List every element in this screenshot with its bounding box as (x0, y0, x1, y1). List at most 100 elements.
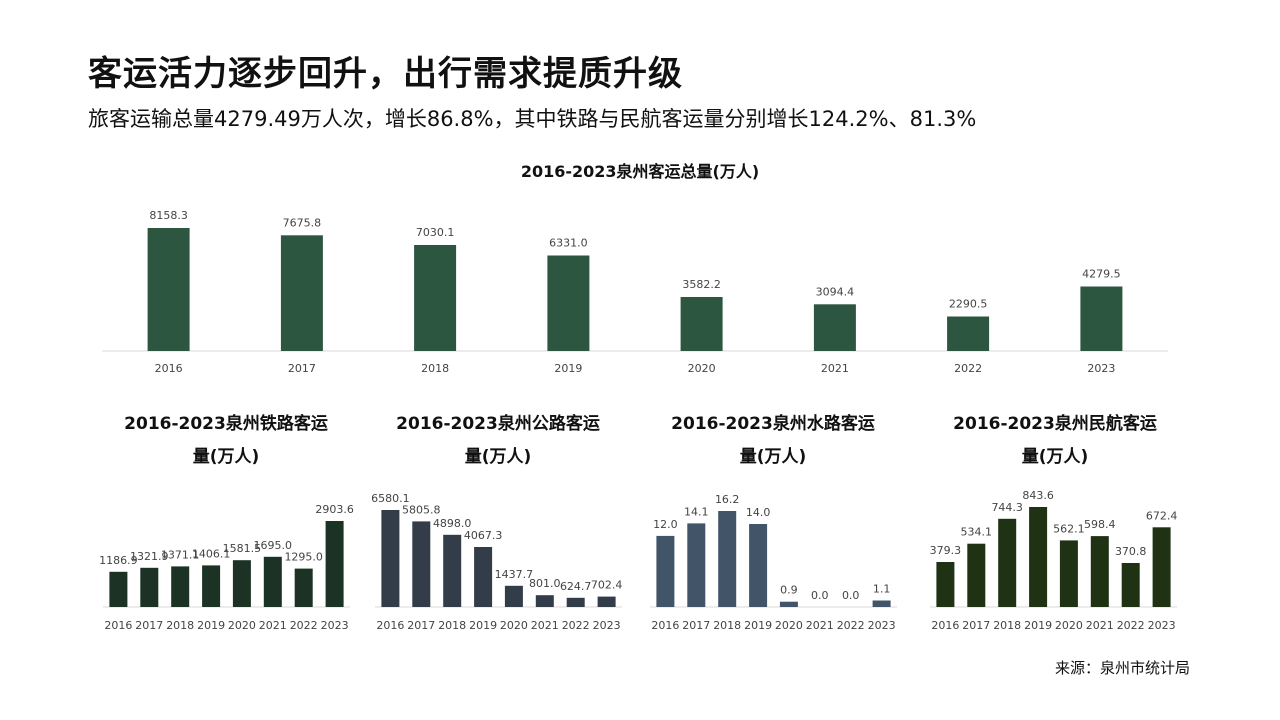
water-tick-label-2016: 2016 (651, 619, 679, 632)
road-bar-2019 (474, 547, 493, 607)
road-bar-2020 (504, 585, 523, 607)
water-tick-label-2019: 2019 (744, 619, 772, 632)
road-bar-2016 (381, 510, 400, 607)
water-tick-label-2023: 2023 (868, 619, 896, 632)
total-chart-title: 2016-2023泉州客运总量(万人) (520, 162, 760, 181)
rail-tick-label-2017: 2017 (135, 619, 163, 632)
water-value-label-2017: 14.1 (684, 505, 709, 518)
road-chart-title: 2016-2023泉州公路客运 量(万人) (373, 408, 623, 474)
total-tick-label-2023: 2023 (1087, 362, 1115, 375)
air-bar-2016 (936, 562, 955, 607)
total-bar-2022 (947, 316, 990, 351)
air-bar-2018 (998, 518, 1017, 607)
total-bar-2020 (680, 297, 723, 351)
total-bar-2018 (414, 245, 457, 351)
road-tick-label-2016: 2016 (376, 619, 404, 632)
total-bar-2023 (1080, 286, 1123, 351)
air-bar-2017 (967, 543, 986, 607)
air-value-label-2019: 843.6 (1022, 489, 1054, 502)
rail-bar-2019 (202, 565, 221, 607)
rail-value-label-2016: 1186.9 (99, 554, 138, 567)
rail-bar-2018 (171, 566, 190, 607)
water-tick-label-2018: 2018 (713, 619, 741, 632)
road-value-label-2019: 4067.3 (464, 529, 503, 542)
road-bar-2023 (597, 596, 616, 607)
rail-bar-2017 (140, 567, 159, 607)
total-bar-2017 (280, 235, 323, 351)
rail-tick-label-2016: 2016 (104, 619, 132, 632)
water-value-label-2021: 0.0 (811, 589, 829, 602)
road-bar-2018 (443, 534, 462, 607)
air-bar-2022 (1121, 563, 1140, 607)
road-chart-title-line1: 2016-2023泉州公路客运 (396, 414, 600, 434)
total-value-label-2019: 6331.0 (549, 237, 588, 250)
road-bar-2017 (412, 521, 431, 607)
rail-chart-title-line2: 量(万人) (192, 447, 260, 467)
rail-tick-label-2019: 2019 (197, 619, 225, 632)
rail-value-label-2020: 1581.5 (223, 542, 262, 555)
water-bar-2019 (749, 524, 768, 607)
air-tick-label-2020: 2020 (1055, 619, 1083, 632)
rail-chart: 1186.9 2016 1321.9 2017 1371.1 2018 1406.1 2019… (99, 503, 354, 632)
total-value-label-2021: 3094.4 (816, 285, 855, 298)
total-tick-label-2020: 2020 (688, 362, 716, 375)
rail-tick-label-2023: 2023 (321, 619, 349, 632)
air-value-label-2016: 379.3 (930, 544, 962, 557)
air-tick-label-2016: 2016 (931, 619, 959, 632)
total-bar-2021 (813, 304, 856, 351)
road-value-label-2016: 6580.1 (371, 492, 410, 505)
rail-tick-label-2020: 2020 (228, 619, 256, 632)
rail-tick-label-2021: 2021 (259, 619, 287, 632)
water-tick-label-2017: 2017 (682, 619, 710, 632)
road-value-label-2023: 702.4 (591, 579, 623, 592)
air-value-label-2020: 562.1 (1053, 522, 1085, 535)
rail-value-label-2022: 1295.0 (284, 551, 323, 564)
total-value-label-2016: 8158.3 (149, 209, 188, 222)
rail-bar-2021 (263, 556, 282, 607)
road-tick-label-2020: 2020 (500, 619, 528, 632)
air-value-label-2021: 598.4 (1084, 518, 1116, 531)
rail-value-label-2019: 1406.1 (192, 547, 231, 560)
road-tick-label-2022: 2022 (562, 619, 590, 632)
page-title: 客运活力逐步回升，出行需求提质升级 (88, 54, 683, 94)
total-value-label-2020: 3582.2 (682, 278, 721, 291)
air-bar-2023 (1152, 527, 1171, 607)
rail-tick-label-2022: 2022 (290, 619, 318, 632)
water-bar-2023 (872, 600, 891, 607)
water-bar-2017 (687, 523, 706, 607)
rail-value-label-2018: 1371.1 (161, 548, 200, 561)
air-tick-label-2022: 2022 (1117, 619, 1145, 632)
total-tick-label-2018: 2018 (421, 362, 449, 375)
total-tick-label-2017: 2017 (288, 362, 316, 375)
air-bar-2019 (1029, 507, 1048, 607)
water-tick-label-2021: 2021 (806, 619, 834, 632)
air-value-label-2018: 744.3 (991, 501, 1023, 514)
air-chart: 379.3 2016 534.1 2017 744.3 2018 843.6 2019 562.… (930, 489, 1178, 632)
water-value-label-2019: 14.0 (746, 506, 771, 519)
rail-value-label-2023: 2903.6 (315, 503, 354, 516)
road-chart-title-line2: 量(万人) (464, 447, 532, 467)
total-value-label-2022: 2290.5 (949, 298, 988, 311)
rail-value-label-2017: 1321.9 (130, 550, 169, 563)
road-value-label-2021: 801.0 (529, 577, 561, 590)
page-subtitle: 旅客运输总量4279.49万人次，增长86.8%，其中铁路与民航客运量分别增长1… (88, 107, 977, 131)
water-value-label-2020: 0.9 (780, 584, 798, 597)
total-value-label-2018: 7030.1 (416, 226, 455, 239)
rail-tick-label-2018: 2018 (166, 619, 194, 632)
road-tick-label-2019: 2019 (469, 619, 497, 632)
road-tick-label-2023: 2023 (593, 619, 621, 632)
air-tick-label-2021: 2021 (1086, 619, 1114, 632)
air-chart-title-line1: 2016-2023泉州民航客运 (953, 414, 1157, 434)
total-tick-label-2021: 2021 (821, 362, 849, 375)
water-chart-title-line2: 量(万人) (739, 447, 807, 467)
road-value-label-2018: 4898.0 (433, 517, 472, 530)
water-value-label-2022: 0.0 (842, 589, 860, 602)
rail-bar-2020 (232, 560, 251, 607)
air-tick-label-2018: 2018 (993, 619, 1021, 632)
air-value-label-2023: 672.4 (1146, 509, 1178, 522)
road-tick-label-2017: 2017 (407, 619, 435, 632)
road-tick-label-2021: 2021 (531, 619, 559, 632)
road-chart: 6580.1 2016 5805.8 2017 4898.0 2018 4067.3 2019… (371, 492, 622, 632)
road-bar-2022 (566, 597, 585, 607)
